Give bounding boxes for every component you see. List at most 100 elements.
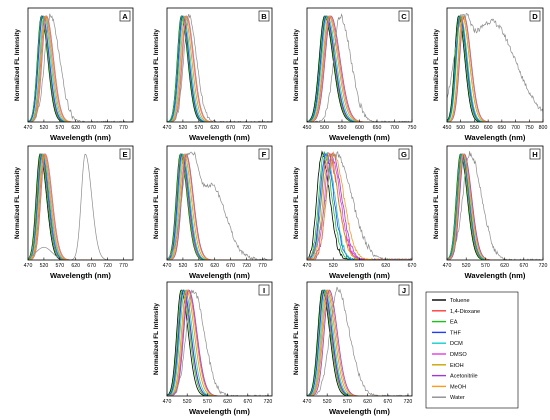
x-tick-label: 570 [55, 263, 64, 269]
x-tick-label: 770 [258, 125, 267, 131]
x-tick-label: 520 [329, 263, 338, 269]
svg-text:F: F [262, 150, 267, 159]
x-tick-label: 620 [71, 263, 80, 269]
plot-frame [306, 281, 413, 397]
x-tick-label: 670 [226, 263, 235, 269]
series-group [167, 14, 272, 122]
series-line-meoh [28, 153, 133, 260]
svg-text:G: G [401, 150, 407, 159]
series-line-thf [28, 153, 133, 260]
svg-text:D: D [532, 12, 538, 21]
legend-item: THF [432, 330, 461, 336]
legend-item: 1,4-Dioxane [432, 309, 480, 315]
x-tick-label: 600 [355, 125, 364, 131]
series-group [447, 151, 543, 260]
legend-label: DMSO [450, 352, 467, 358]
x-tick-label: 570 [203, 399, 212, 405]
series-group [307, 150, 412, 260]
x-tick-label: 620 [210, 263, 219, 269]
legend-item: Water [432, 395, 465, 401]
series-line-meoh [447, 15, 543, 122]
panel-letter: I [258, 284, 270, 296]
series-line-water [28, 153, 133, 260]
svg-text:I: I [263, 286, 265, 295]
x-tick-label: 470 [163, 263, 172, 269]
panel-letter: J [398, 284, 410, 296]
series-line-thf [307, 289, 412, 396]
series-line-toluene [447, 15, 543, 122]
legend-label: EtOH [450, 363, 464, 369]
series-line-water [167, 14, 272, 122]
x-tick-label: 620 [381, 263, 390, 269]
x-tick-label: 670 [87, 263, 96, 269]
y-axis-label: Normalized FL Intensity [293, 167, 300, 239]
panel-B: Normalized FL Intensity Wavelength (nm) 47… [153, 7, 273, 142]
x-tick-label: 500 [320, 125, 329, 131]
svg-text:H: H [532, 150, 537, 159]
legend-label: Acetonitrile [450, 374, 478, 380]
series-line-dcm [28, 153, 133, 260]
x-tick-label: 770 [258, 263, 267, 269]
series-group [307, 286, 412, 396]
x-axis-label: Wavelength (nm) [50, 133, 111, 142]
legend-label: THF [450, 330, 461, 336]
plot-frame [446, 145, 544, 261]
svg-text:C: C [401, 12, 407, 21]
series-line-ea [447, 15, 543, 122]
x-tick-label: 520 [40, 125, 49, 131]
panel-D: Normalized FL Intensity Wavelength (nm) 45… [433, 7, 547, 142]
panel-H: Normalized FL Intensity Wavelength (nm) 47… [433, 145, 547, 280]
x-tick-label: 650 [373, 125, 382, 131]
svg-text:J: J [402, 286, 406, 295]
x-axis-label: Wavelength (nm) [329, 407, 390, 416]
y-axis-label: Normalized FL Intensity [433, 29, 440, 101]
x-tick-label: 570 [343, 399, 352, 405]
legend-item: Acetonitrile [432, 374, 478, 380]
legend-item: EA [432, 320, 458, 326]
legend-item: DCM [432, 341, 463, 347]
x-axis-label: Wavelength (nm) [329, 133, 390, 142]
legend-item: EtOH [432, 363, 464, 369]
series-line-toluene [167, 289, 272, 396]
x-tick-label: 520 [323, 399, 332, 405]
y-axis-label: Normalized FL Intensity [153, 303, 160, 375]
series-group [28, 13, 133, 122]
x-axis-label: Wavelength (nm) [189, 271, 250, 280]
series-line-meoh [167, 153, 272, 260]
x-tick-label: 470 [303, 399, 312, 405]
series-line-thf [307, 153, 412, 260]
series-group [307, 13, 412, 122]
series-line-thf [28, 15, 133, 122]
x-tick-label: 720 [242, 263, 251, 269]
series-line-acetonitrile [167, 153, 272, 260]
series-line-meoh [167, 15, 272, 122]
series-line-acetonitrile [447, 15, 543, 122]
series-line-acetonitrile [167, 289, 272, 396]
series-line-ea [28, 153, 133, 260]
plot-frame [166, 145, 273, 261]
panel-G: Normalized FL Intensity Wavelength (nm) 47… [293, 145, 416, 280]
x-tick-label: 670 [519, 263, 528, 269]
x-tick-label: 720 [404, 399, 413, 405]
panel-F: Normalized FL Intensity Wavelength (nm) 47… [153, 145, 273, 280]
x-tick-label: 750 [525, 125, 534, 131]
x-tick-label: 700 [511, 125, 520, 131]
panel-letter: D [529, 10, 541, 22]
series-group [167, 151, 272, 260]
panel-letter: G [398, 148, 410, 160]
x-tick-label: 700 [390, 125, 399, 131]
series-line-water [167, 289, 272, 396]
x-tick-label: 620 [71, 125, 80, 131]
x-tick-label: 770 [119, 125, 128, 131]
plot-frame [446, 7, 544, 123]
x-tick-label: 570 [481, 263, 490, 269]
series-line-toluene [28, 153, 133, 260]
series-line-water [307, 151, 412, 260]
y-axis-label: Normalized FL Intensity [153, 29, 160, 101]
y-axis-label: Normalized FL Intensity [293, 29, 300, 101]
y-axis-label: Normalized FL Intensity [14, 167, 21, 239]
series-line-etoh [167, 153, 272, 260]
x-tick-label: 620 [363, 399, 372, 405]
series-line-ea [167, 153, 272, 260]
